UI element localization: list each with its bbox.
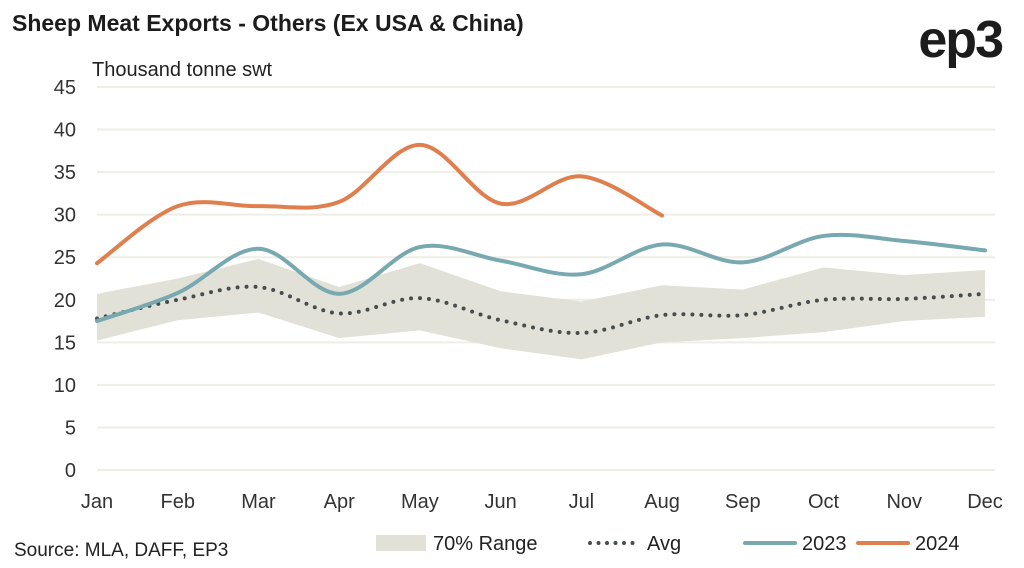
ep3-logo: ep3 [918,11,1004,69]
x-tick-label: Sep [725,491,761,513]
x-tick-label: Mar [241,491,276,513]
y-axis-label: Thousand tonne swt [92,59,273,81]
legend-label-2023: 2023 [802,533,847,555]
x-tick-label: Oct [808,491,840,513]
x-tick-label: Jan [81,491,113,513]
y-tick-label: 30 [54,205,76,227]
x-tick-label: Apr [324,491,355,513]
x-tick-label: Jul [569,491,595,513]
x-tick-label: Nov [886,491,922,513]
y-tick-label: 0 [65,460,76,482]
x-tick-label: Feb [160,491,194,513]
series-line-2023 [95,232,987,324]
y-tick-label: 10 [54,375,76,397]
series-line-avg [95,284,987,335]
legend-swatch-range [376,535,426,551]
x-tick-label: Dec [967,491,1003,513]
source-note: Source: MLA, DAFF, EP3 [14,540,229,561]
series-line-2024 [95,142,665,266]
legend-label-avg: Avg [647,533,681,555]
x-tick-label: May [401,491,439,513]
range-band-70pct [97,258,985,360]
x-tick-label: Aug [644,491,680,513]
x-tick-label: Jun [485,491,517,513]
legend-label-range: 70% Range [433,533,538,555]
y-tick-label: 20 [54,290,76,312]
y-tick-label: 5 [65,417,76,439]
legend-label-2024: 2024 [915,533,960,555]
y-tick-label: 15 [54,332,76,354]
y-tick-label: 40 [54,120,76,142]
y-tick-label: 45 [54,77,76,99]
chart-title: Sheep Meat Exports - Others (Ex USA & Ch… [12,10,524,36]
y-tick-label: 25 [54,247,76,269]
y-tick-label: 35 [54,162,76,184]
